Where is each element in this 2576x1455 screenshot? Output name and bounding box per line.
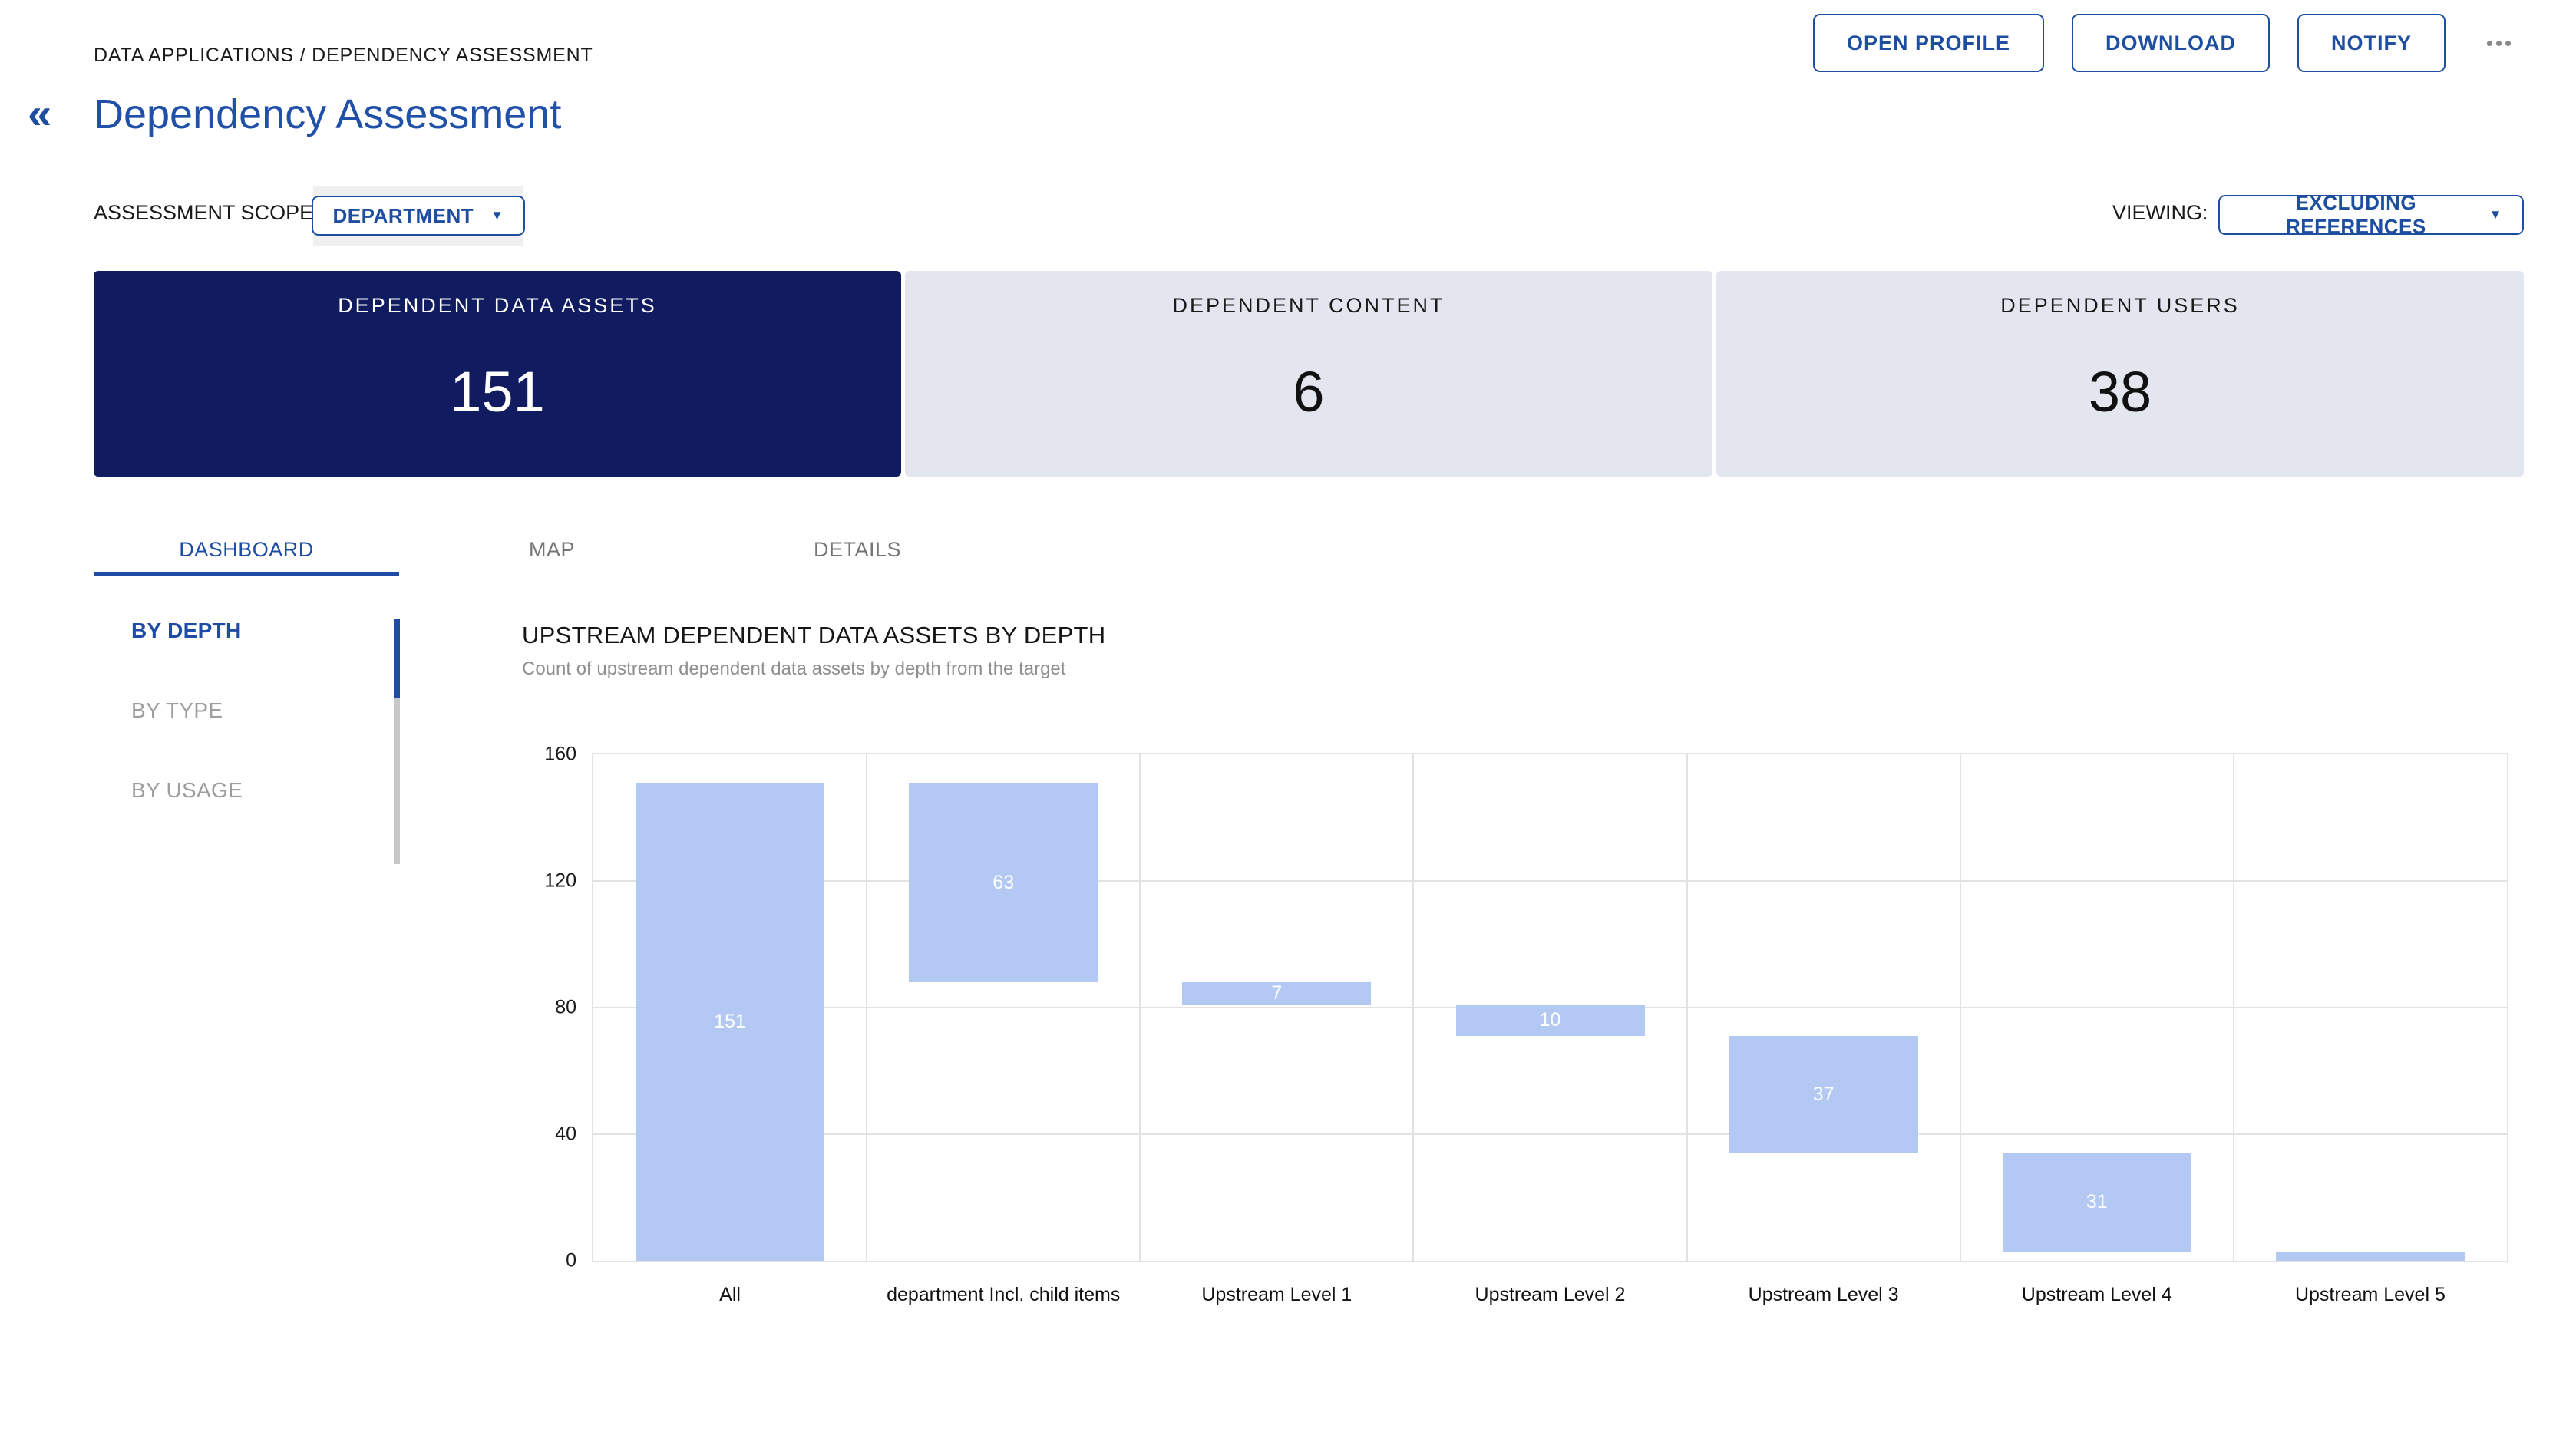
chart-bar: 63 — [909, 783, 1098, 982]
stat-card-label: DEPENDENT CONTENT — [1172, 294, 1445, 317]
viewing-dropdown[interactable]: EXCLUDING REFERENCES ▼ — [2218, 191, 2524, 238]
assessment-scope-backdrop: DEPARTMENT ▼ — [311, 186, 526, 246]
side-nav-scroll-track — [394, 619, 400, 864]
chart-bar: 37 — [1729, 1036, 1918, 1153]
gridline-vertical — [1412, 754, 1415, 1261]
bar-chart-plot-area: 0 40 80 120 160 151 All 63 department Incl. chil… — [544, 744, 2508, 1305]
stat-card-value: 6 — [1293, 360, 1325, 424]
y-axis-tick-label: 160 — [544, 743, 576, 765]
open-profile-button[interactable]: OPEN PROFILE — [1812, 14, 2045, 72]
stat-card-value: 38 — [2088, 360, 2152, 424]
tab-details[interactable]: DETAILS — [705, 528, 1010, 576]
bar-value-label: 151 — [714, 1011, 746, 1033]
gridline-horizontal — [593, 1133, 2507, 1135]
sidebar-item-by-usage[interactable]: BY USAGE — [131, 778, 243, 802]
tab-map[interactable]: MAP — [399, 528, 705, 576]
x-axis-label: Upstream Level 1 — [1201, 1284, 1352, 1305]
viewing-value: EXCLUDING REFERENCES — [2285, 191, 2426, 238]
bar-value-label: 63 — [992, 871, 1015, 893]
more-options-icon[interactable]: ••• — [2473, 14, 2527, 72]
gridline-vertical — [2232, 754, 2234, 1261]
stat-card-label: DEPENDENT USERS — [2000, 294, 2240, 317]
assessment-scope-value: DEPARTMENT — [332, 203, 474, 227]
chart-bar: 31 — [2002, 1153, 2191, 1252]
header-actions: OPEN PROFILE DOWNLOAD NOTIFY ••• — [1812, 14, 2527, 72]
stat-cards-row: DEPENDENT DATA ASSETS 151 DEPENDENT CONT… — [94, 271, 2524, 477]
stat-card-dependent-data-assets[interactable]: DEPENDENT DATA ASSETS 151 — [94, 271, 901, 477]
stat-card-dependent-content[interactable]: DEPENDENT CONTENT 6 — [905, 271, 1712, 477]
bar-value-label: 37 — [1812, 1083, 1835, 1105]
gridline-vertical — [1686, 754, 1688, 1261]
x-axis-label: department Incl. child items — [887, 1284, 1121, 1305]
bar-value-label: 7 — [1271, 982, 1283, 1004]
chevron-down-icon: ▼ — [490, 208, 504, 223]
y-axis-tick-label: 120 — [544, 869, 576, 892]
stat-card-dependent-users[interactable]: DEPENDENT USERS 38 — [1716, 271, 2524, 477]
breadcrumb: DATA APPLICATIONS / DEPENDENCY ASSESSMEN… — [94, 45, 593, 66]
assessment-scope-label: ASSESSMENT SCOPE: — [94, 201, 319, 224]
chart-subtitle: Count of upstream dependent data assets … — [522, 658, 1066, 679]
gridline-vertical — [1959, 754, 1961, 1261]
viewing-label: VIEWING: — [2112, 201, 2208, 224]
x-axis-label: All — [719, 1284, 741, 1305]
notify-button[interactable]: NOTIFY — [2297, 14, 2446, 72]
chart-bar — [2275, 1251, 2465, 1261]
x-axis-label: Upstream Level 4 — [2021, 1284, 2172, 1305]
bar-value-label: 31 — [2086, 1191, 2108, 1213]
y-axis-tick-label: 0 — [566, 1249, 576, 1272]
gridline-horizontal — [593, 880, 2507, 882]
gridline-vertical — [866, 754, 868, 1261]
tab-bar: DASHBOARD MAP DETAILS — [94, 528, 1010, 576]
sidebar-item-by-type[interactable]: BY TYPE — [131, 698, 223, 722]
stat-card-label: DEPENDENT DATA ASSETS — [338, 294, 657, 317]
chevron-down-icon: ▼ — [2488, 207, 2502, 222]
sidebar-item-by-depth[interactable]: BY DEPTH — [131, 619, 242, 642]
y-axis-tick-label: 80 — [555, 996, 576, 1018]
collapse-panel-icon[interactable]: « — [28, 89, 52, 137]
assessment-scope-dropdown[interactable]: DEPARTMENT ▼ — [311, 196, 526, 236]
page-title: Dependency Assessment — [94, 91, 562, 137]
side-nav-active-indicator — [394, 619, 400, 698]
chart-bar: 10 — [1455, 1004, 1645, 1037]
gridline-vertical — [1139, 754, 1141, 1261]
tab-dashboard[interactable]: DASHBOARD — [94, 528, 399, 576]
chart-bar: 7 — [1182, 982, 1372, 1005]
chart-side-nav: BY DEPTH BY TYPE BY USAGE — [131, 619, 408, 858]
chart-bar: 151 — [636, 783, 825, 1261]
chart-title: UPSTREAM DEPENDENT DATA ASSETS BY DEPTH — [522, 622, 1106, 648]
bar-value-label: 10 — [1539, 1009, 1561, 1031]
download-button[interactable]: DOWNLOAD — [2072, 14, 2270, 72]
stat-card-value: 151 — [450, 360, 545, 424]
x-axis-label: Upstream Level 5 — [2294, 1284, 2446, 1305]
x-axis-label: Upstream Level 2 — [1475, 1284, 1626, 1305]
x-axis-label: Upstream Level 3 — [1748, 1284, 1899, 1305]
y-axis-tick-label: 40 — [555, 1123, 576, 1145]
